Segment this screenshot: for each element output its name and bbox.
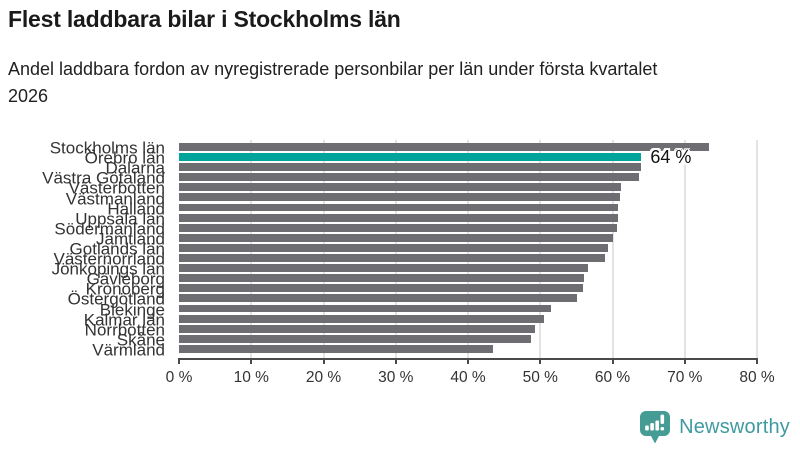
plot-area: 64 % — [178, 140, 758, 364]
x-axis-tick-label: 70 % — [667, 369, 703, 386]
bar-1 — [179, 143, 709, 151]
x-axis-tick — [539, 358, 542, 364]
category-label: Skåne — [116, 330, 165, 350]
bar-9 — [179, 223, 617, 232]
x-axis-tick — [683, 358, 686, 364]
category-label: Östergötland — [67, 289, 165, 309]
bar-6 — [179, 193, 620, 202]
bar-11 — [179, 243, 609, 252]
x-axis-tick-label: 50 % — [522, 369, 558, 386]
speech-bubble-shape — [640, 411, 671, 444]
bar-3 — [179, 163, 641, 172]
newsworthy-logo-icon — [640, 411, 671, 444]
bar-16 — [179, 294, 578, 303]
x-axis-tick-label: 40 % — [450, 369, 486, 386]
x-axis-tick-label: 80 % — [739, 369, 775, 386]
bar-21 — [179, 344, 493, 353]
gridline — [611, 140, 614, 358]
category-label: Västmanland — [65, 189, 165, 209]
bar-14 — [179, 274, 585, 283]
category-label: Västernorrland — [53, 249, 165, 269]
x-axis-tick-label: 60 % — [594, 369, 631, 386]
mini-bar-chart-glyph — [645, 414, 665, 431]
category-label: Gävleborg — [86, 269, 165, 289]
bar-8 — [179, 213, 618, 222]
category-label: Västerbotten — [68, 178, 165, 198]
category-label: Blekinge — [99, 300, 165, 320]
bars-area: 64 % — [179, 143, 757, 355]
category-label: Kalmar län — [83, 310, 165, 330]
x-axis-labels: 0 % 10 % 20 % 30 % 40 % 50 % 60 % 70 % 80 % — [166, 369, 775, 389]
category-label: Örebro län — [84, 148, 165, 168]
gridline — [756, 140, 758, 358]
x-axis-tick — [394, 358, 397, 364]
highlight-value-label: 64 % — [650, 147, 692, 168]
bar-12 — [179, 254, 605, 262]
bar-17 — [179, 304, 552, 313]
bar-20 — [179, 334, 531, 343]
category-label: Dalarna — [105, 158, 165, 178]
x-axis-tick — [250, 358, 253, 364]
bar-18 — [179, 314, 544, 323]
x-axis-tick — [322, 358, 325, 364]
bar-7 — [179, 203, 619, 212]
bar-19 — [179, 324, 536, 333]
newsworthy-logo-text: Newsworthy — [679, 416, 790, 438]
category-labels: Stockholms län Örebro län Dalarna Västra Gö… — [0, 138, 173, 360]
category-label: Värmland — [92, 340, 165, 360]
bar-10 — [179, 233, 614, 242]
x-axis-tick-label: 10 % — [233, 369, 269, 386]
category-label: Jämtland — [96, 229, 165, 249]
category-label: Norrbotten — [84, 320, 165, 340]
category-label: Halland — [107, 199, 165, 219]
chart-title: Flest laddbara bilar i Stockholms län — [8, 6, 401, 32]
bar-2 — [179, 153, 642, 161]
bar-13 — [179, 264, 588, 273]
bar-5 — [179, 183, 622, 192]
bar-15 — [179, 284, 583, 293]
bar-4 — [179, 173, 639, 182]
category-label: Jönköpings län — [51, 259, 165, 279]
category-label: Gotlands län — [69, 239, 165, 259]
newsworthy-logo[interactable]: Newsworthy — [638, 410, 790, 445]
chart-subtitle: Andel laddbara fordon av nyregistrerade … — [8, 59, 658, 106]
x-axis-tick-label: 20 % — [305, 369, 342, 386]
category-label: Södermanland — [54, 219, 165, 239]
x-axis-tick — [467, 358, 469, 364]
category-label: Stockholms län — [49, 138, 165, 158]
x-axis-tick-label: 0 % — [165, 369, 193, 386]
category-label: Kronoberg — [85, 279, 165, 299]
gridline — [683, 140, 686, 358]
x-axis-tick-label: 30 % — [378, 369, 414, 386]
category-label: Uppsala län — [75, 209, 165, 229]
x-axis-tick — [756, 358, 758, 364]
x-axis-tick — [611, 358, 614, 364]
x-axis-tick — [178, 358, 180, 364]
category-label: Västra Götaland — [42, 168, 165, 188]
